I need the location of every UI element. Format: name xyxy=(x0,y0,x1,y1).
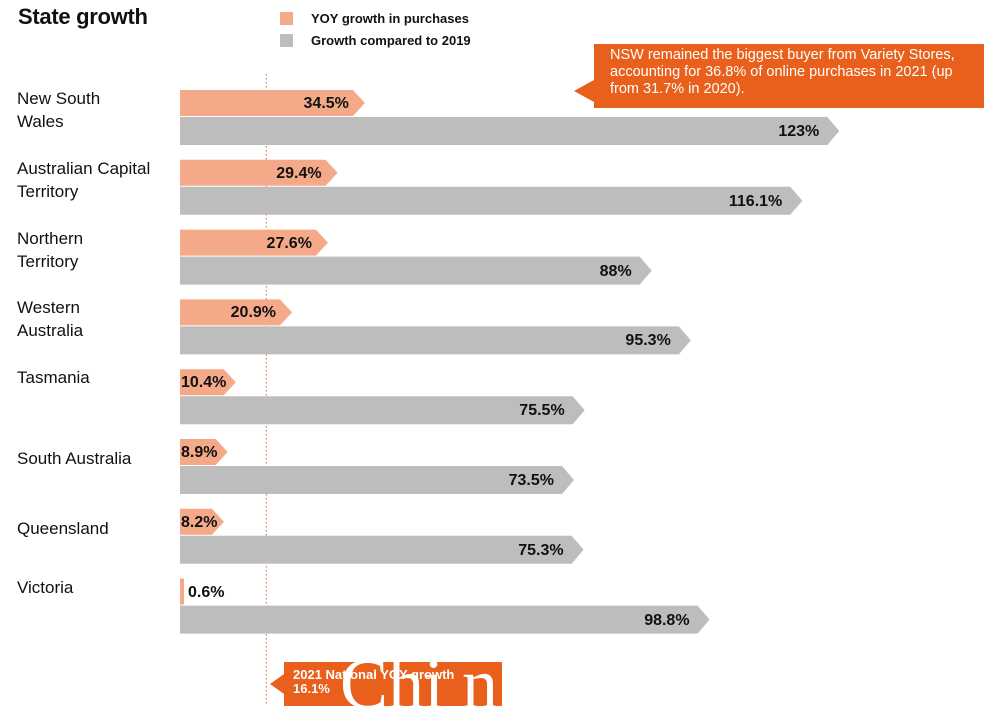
category-label-line: Wales xyxy=(17,112,64,131)
national-growth-badge: 2021 National YOY growth 16.1% xyxy=(284,662,502,706)
bar-value-yoy: 8.9% xyxy=(181,444,218,461)
category-label: Northern Territory xyxy=(17,227,177,273)
chart-title: State growth xyxy=(18,4,148,29)
category-label-line: South Australia xyxy=(17,449,132,468)
category-label-line: Tasmania xyxy=(17,368,90,388)
bar-value-2019: 73.5% xyxy=(508,472,554,489)
bar-value-2019: 98.8% xyxy=(644,611,690,629)
bar-yoy xyxy=(180,508,224,535)
bar-value-yoy: 10.4% xyxy=(181,374,227,392)
legend-label-2019: Growth compared to 2019 xyxy=(311,32,471,48)
national-growth-value: 16.1% xyxy=(293,681,330,696)
watermark-text: Chi n xyxy=(340,644,499,724)
bar-2019 xyxy=(180,256,652,285)
bar-yoy xyxy=(180,159,338,186)
legend-swatch-yoy xyxy=(280,11,293,25)
legend-label-yoy: YOY growth in purchases xyxy=(311,10,469,26)
nsw-callout: NSW remained the biggest buyer from Vari… xyxy=(594,44,984,108)
category-label-line: Australia xyxy=(17,321,84,341)
category-label-line: Queensland xyxy=(17,518,109,538)
bar-2019 xyxy=(180,186,803,215)
category-label-line: Western xyxy=(17,298,80,318)
category-label-line: Australian Capital xyxy=(17,158,151,178)
category-label: Victoria xyxy=(17,576,177,599)
legend-swatch-2019 xyxy=(280,33,293,47)
bar-2019 xyxy=(180,466,574,494)
bar-2019 xyxy=(180,117,840,145)
category-label-line: Northern xyxy=(17,228,84,248)
national-pointer xyxy=(270,674,284,694)
bar-2019 xyxy=(180,605,710,634)
category-label: Western Australia xyxy=(17,296,177,342)
callout-pointer xyxy=(574,80,594,102)
bar-value-yoy: 0.6% xyxy=(188,583,225,601)
bar-value-2019: 123% xyxy=(778,123,820,140)
legend: YOY growth in purchases Growth compared … xyxy=(280,7,471,51)
category-label-line: Territory xyxy=(17,251,79,271)
category-label: South Australia xyxy=(17,447,177,470)
bar-2019 xyxy=(180,326,691,355)
national-growth-label: 2021 National YOY growth xyxy=(293,667,455,682)
bar-value-yoy: 29.4% xyxy=(276,164,322,182)
bar-yoy xyxy=(180,578,184,605)
bar-value-2019: 88% xyxy=(599,262,632,280)
bar-2019 xyxy=(180,396,585,425)
legend-item-yoy: YOY growth in purchases xyxy=(280,7,471,29)
bar-value-2019: 75.5% xyxy=(519,402,565,420)
bar-yoy xyxy=(180,90,365,116)
bar-yoy xyxy=(180,299,293,326)
category-label: New South Wales xyxy=(17,87,177,133)
bar-value-2019: 116.1% xyxy=(728,192,783,210)
bar-yoy xyxy=(180,439,228,465)
category-label-line: New South xyxy=(17,89,101,108)
bar-value-2019: 95.3% xyxy=(625,332,671,350)
bar-value-yoy: 8.2% xyxy=(181,513,218,531)
category-label: Queensland xyxy=(17,517,177,540)
category-label-line: Victoria xyxy=(17,577,74,597)
legend-item-2019: Growth compared to 2019 xyxy=(280,29,471,51)
bar-value-yoy: 34.5% xyxy=(303,95,349,112)
bar-value-2019: 75.3% xyxy=(518,541,564,559)
category-label: Australian Capital Territory xyxy=(17,157,177,203)
bar-value-yoy: 27.6% xyxy=(266,234,312,252)
bar-yoy xyxy=(180,369,236,396)
category-label: Tasmania xyxy=(17,366,177,389)
bar-2019 xyxy=(180,535,584,564)
bar-value-yoy: 20.9% xyxy=(230,304,277,322)
bar-yoy xyxy=(180,229,328,256)
category-label-line: Territory xyxy=(17,181,79,201)
